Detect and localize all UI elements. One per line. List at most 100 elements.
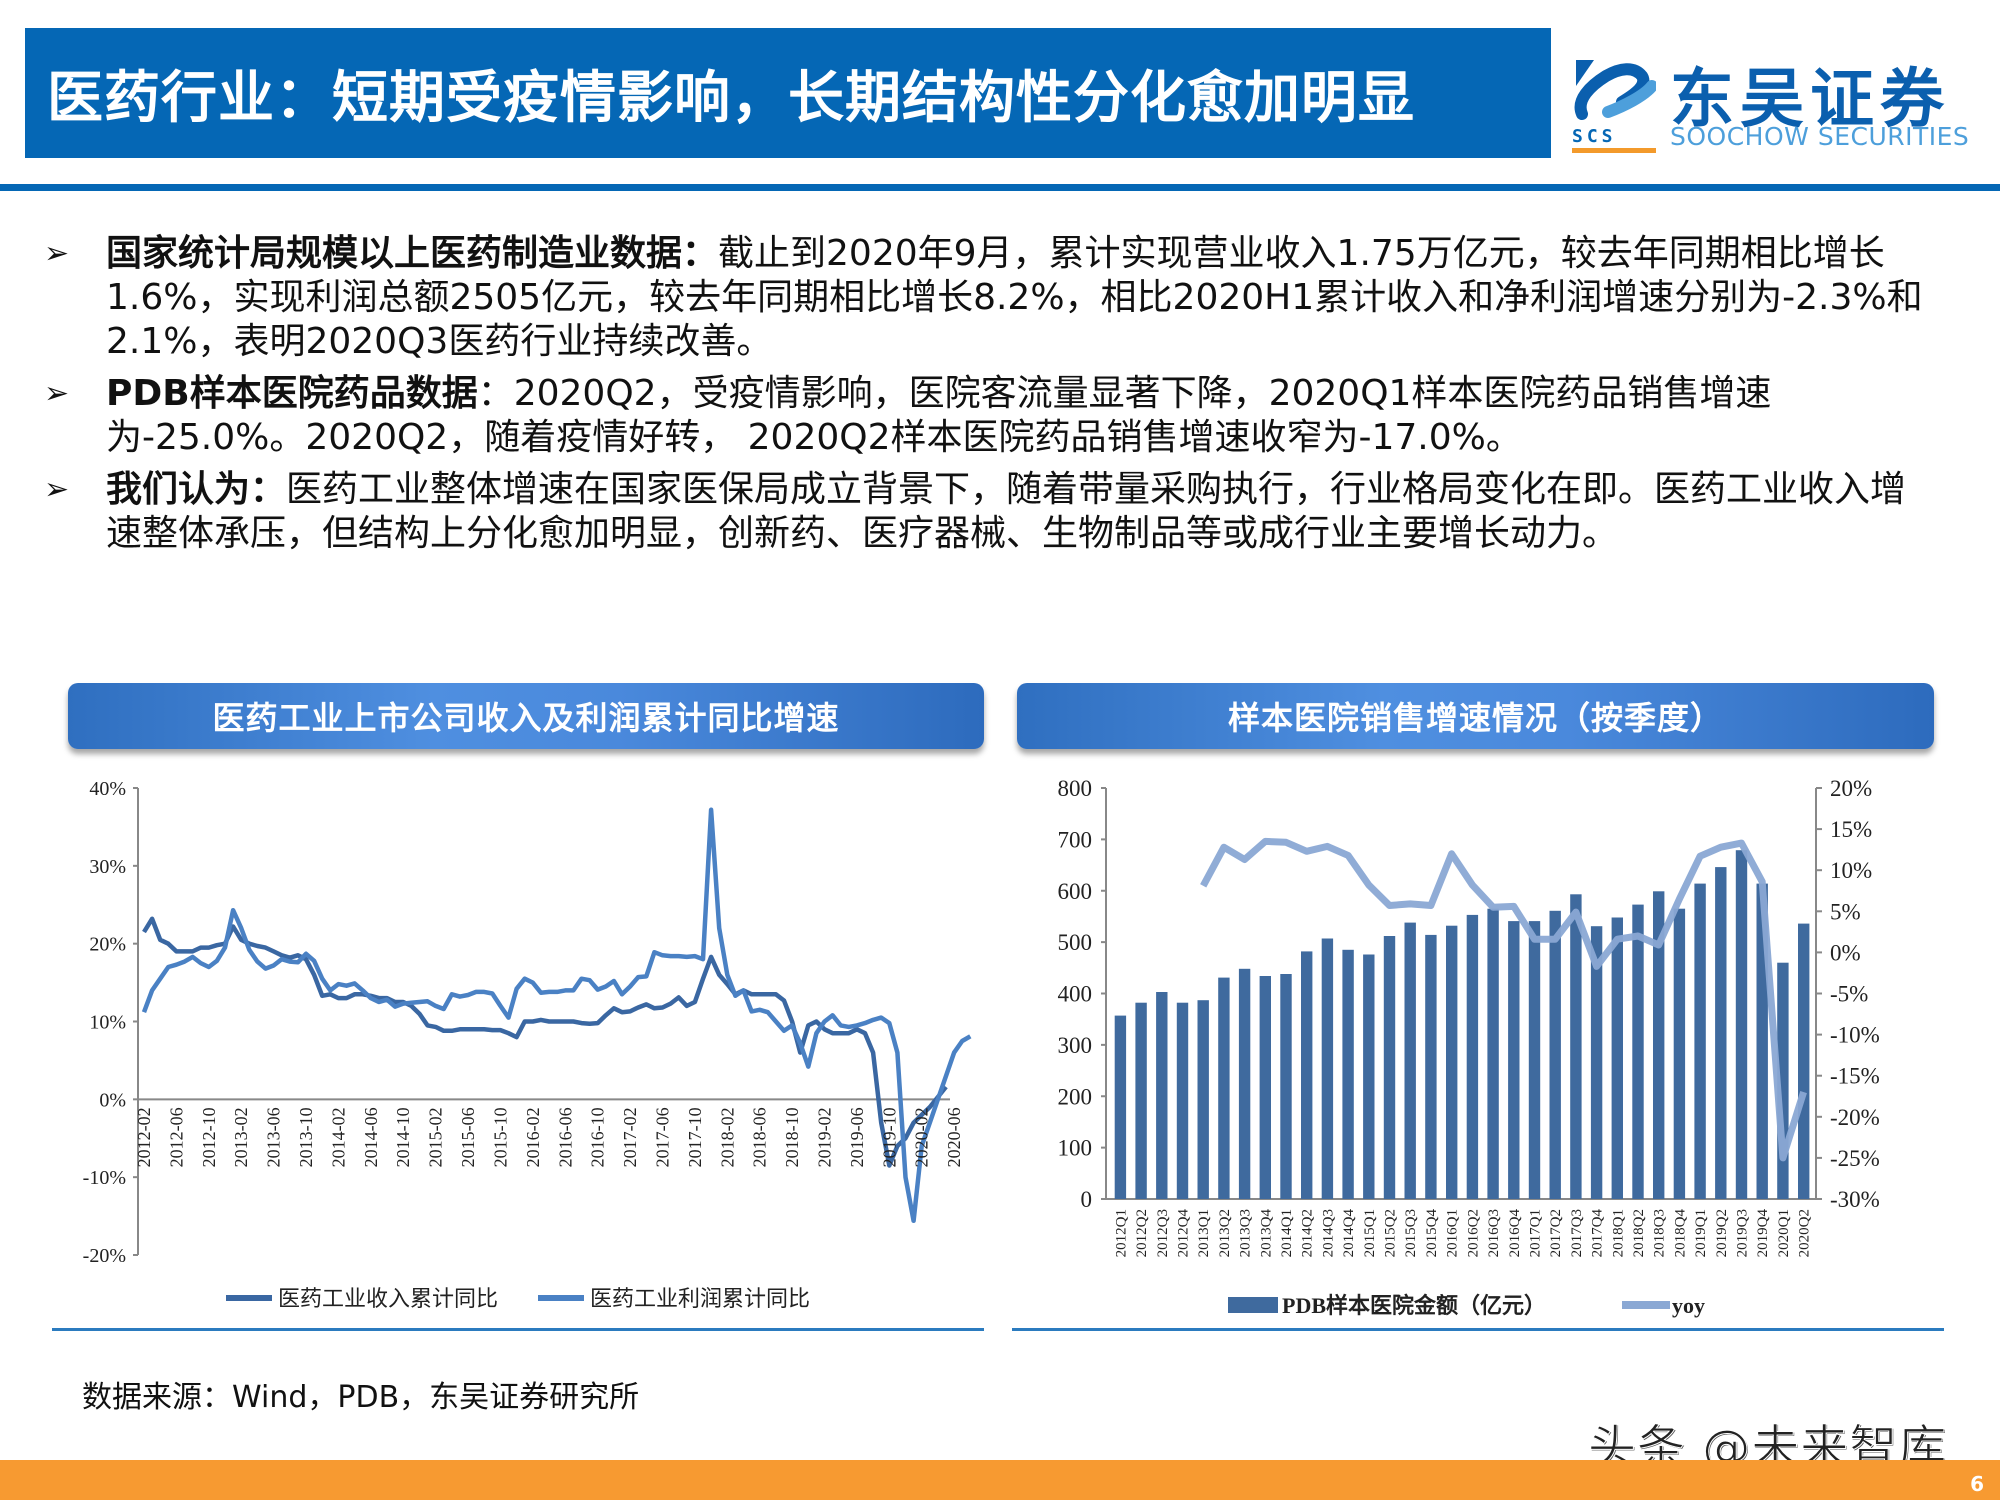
x-tick-label: 2012-06 [166,1107,186,1167]
x-tick-label: 2014-10 [393,1107,413,1167]
right-chart-header: 样本医院销售增速情况（按季度） [1017,683,1934,749]
x-tick-label: 2012-02 [134,1107,154,1167]
x-tick-label: 2017Q2 [1548,1209,1564,1257]
title-banner: 医药行业：短期受疫情影响，长期结构性分化愈加明显 [25,28,1551,158]
y-tick-label: 40% [89,778,126,800]
x-tick-label: 2016-06 [555,1107,575,1167]
bar [1611,917,1623,1199]
left-y-tick-label: 600 [1058,879,1093,904]
bullet-item: ➢ 我们认为：医药工业整体增速在国家医保局成立背景下，随着带量采购执行，行业格局… [42,468,1942,556]
x-tick-label: 2016Q2 [1465,1209,1481,1257]
x-tick-label: 2013Q3 [1238,1209,1254,1257]
bar [1715,867,1727,1199]
x-tick-label: 2015-06 [458,1107,478,1167]
bar [1673,908,1686,1199]
right-y-tick-label: -30% [1830,1187,1880,1212]
revenue-line [142,916,948,1168]
left-chart-axes: 40% 30% 20% 10% 0% -10% -20% [83,778,950,1267]
right-chart-axes: 800 700 600 500 400 300 200 100 0 20% 15% 10% 5% 0% -5… [1058,776,1880,1212]
bar [1798,923,1810,1199]
profit-line [141,807,972,1224]
legend-revenue-label: 医药工业收入累计同比 [278,1286,498,1311]
right-y-tick-label: 20% [1830,776,1872,801]
y-tick-label: -20% [83,1245,126,1267]
y-tick-label: 30% [89,856,126,878]
bar [1383,936,1396,1199]
left-y-tick-label: 800 [1058,776,1093,801]
x-tick-label: 2015Q1 [1362,1209,1378,1257]
x-tick-label: 2013Q1 [1196,1209,1212,1257]
x-tick-label: 2012Q3 [1155,1209,1171,1257]
bullet-text: ：2020Q2，受疫情影响，医院客流量显著下降，2020Q1样本医院药品销售增速… [106,373,1772,458]
y-tick-label: 10% [89,1012,126,1034]
right-chart-title: 样本医院销售增速情况（按季度） [1227,699,1723,737]
bar [1404,922,1416,1199]
x-tick-label: 2019-06 [847,1107,867,1167]
bullet-heading: PDB样本医院药品数据 [106,373,478,414]
bar [1301,951,1313,1199]
y-tick-label: 20% [89,934,126,956]
x-tick-label: 2020Q2 [1797,1209,1813,1257]
x-tick-label: 2017Q1 [1527,1209,1543,1257]
y-tick-label: 0% [99,1089,126,1111]
bar [1156,992,1168,1199]
bar [1114,1015,1127,1199]
x-tick-label: 2013Q2 [1217,1209,1233,1257]
page-number: 6 [1970,1472,1984,1496]
left-y-tick-label: 700 [1058,827,1093,852]
x-tick-label: 2013Q4 [1258,1209,1274,1258]
x-tick-label: 2016Q4 [1507,1209,1523,1258]
bar [1653,891,1665,1199]
x-tick-label: 2018Q2 [1631,1209,1647,1257]
x-tick-label: 2013-02 [231,1107,251,1167]
bar [1218,977,1230,1199]
legend-profit-label: 医药工业利润累计同比 [590,1286,810,1311]
y-tick-label: -10% [83,1167,126,1189]
company-logo: SCS 东吴证券 SOOCHOW SECURITIES [1572,52,1972,153]
bar [1570,894,1582,1199]
bar [1342,949,1354,1199]
x-tick-label: 2015Q3 [1403,1209,1419,1257]
logo-abbr: SCS [1572,126,1617,147]
bar [1135,1002,1147,1199]
bar [1197,1000,1209,1199]
bar [1487,908,1499,1199]
bar [1590,926,1603,1199]
x-tick-label: 2015Q4 [1424,1209,1440,1258]
x-tick-label: 2014-06 [361,1107,381,1167]
arrow-right-icon: ➢ [44,236,70,271]
logo-accent-bar [1572,148,1656,153]
scs-logo-icon [1572,56,1656,122]
data-source-note: 数据来源：Wind，PDB，东吴证券研究所 [82,1380,640,1415]
legend-bar-label: PDB样本医院金额（亿元） [1282,1293,1546,1318]
arrow-right-icon: ➢ [44,472,70,507]
legend-bar-swatch [1228,1297,1278,1313]
right-y-tick-label: -25% [1830,1146,1880,1171]
bar [1238,968,1251,1199]
bar [1280,974,1292,1199]
left-chart-bottom-rule [52,1328,984,1331]
right-y-tick-label: -15% [1830,1064,1880,1089]
logo-chinese-name: 东吴证券 [1670,63,1950,137]
bullet-item: ➢ 国家统计局规模以上医药制造业数据：截止到2020年9月，累计实现营业收入1.… [42,232,1942,364]
bar [1777,962,1789,1199]
x-tick-label: 2020Q1 [1776,1209,1792,1257]
bullet-heading: 国家统计局规模以上医药制造业数据： [106,233,719,274]
x-tick-label: 2017Q4 [1590,1209,1606,1258]
x-tick-label: 2017-06 [652,1107,672,1167]
x-tick-label: 2019Q4 [1755,1209,1771,1258]
x-tick-label: 2014Q1 [1279,1209,1295,1257]
left-chart-title: 医药工业上市公司收入及利润累计同比增速 [212,699,840,737]
x-tick-label: 2019-02 [814,1107,834,1167]
logo-english-name: SOOCHOW SECURITIES [1670,122,1970,151]
bar [1425,934,1437,1199]
bar [1176,1002,1189,1199]
x-tick-label: 2019Q1 [1693,1209,1709,1257]
bar [1694,883,1706,1199]
x-tick-label: 2016-10 [588,1107,608,1167]
x-tick-label: 2019-10 [879,1107,899,1167]
bar [1446,925,1458,1199]
bar [1363,954,1375,1199]
right-y-tick-label: 10% [1830,858,1872,883]
x-tick-label: 2014Q4 [1341,1209,1357,1258]
